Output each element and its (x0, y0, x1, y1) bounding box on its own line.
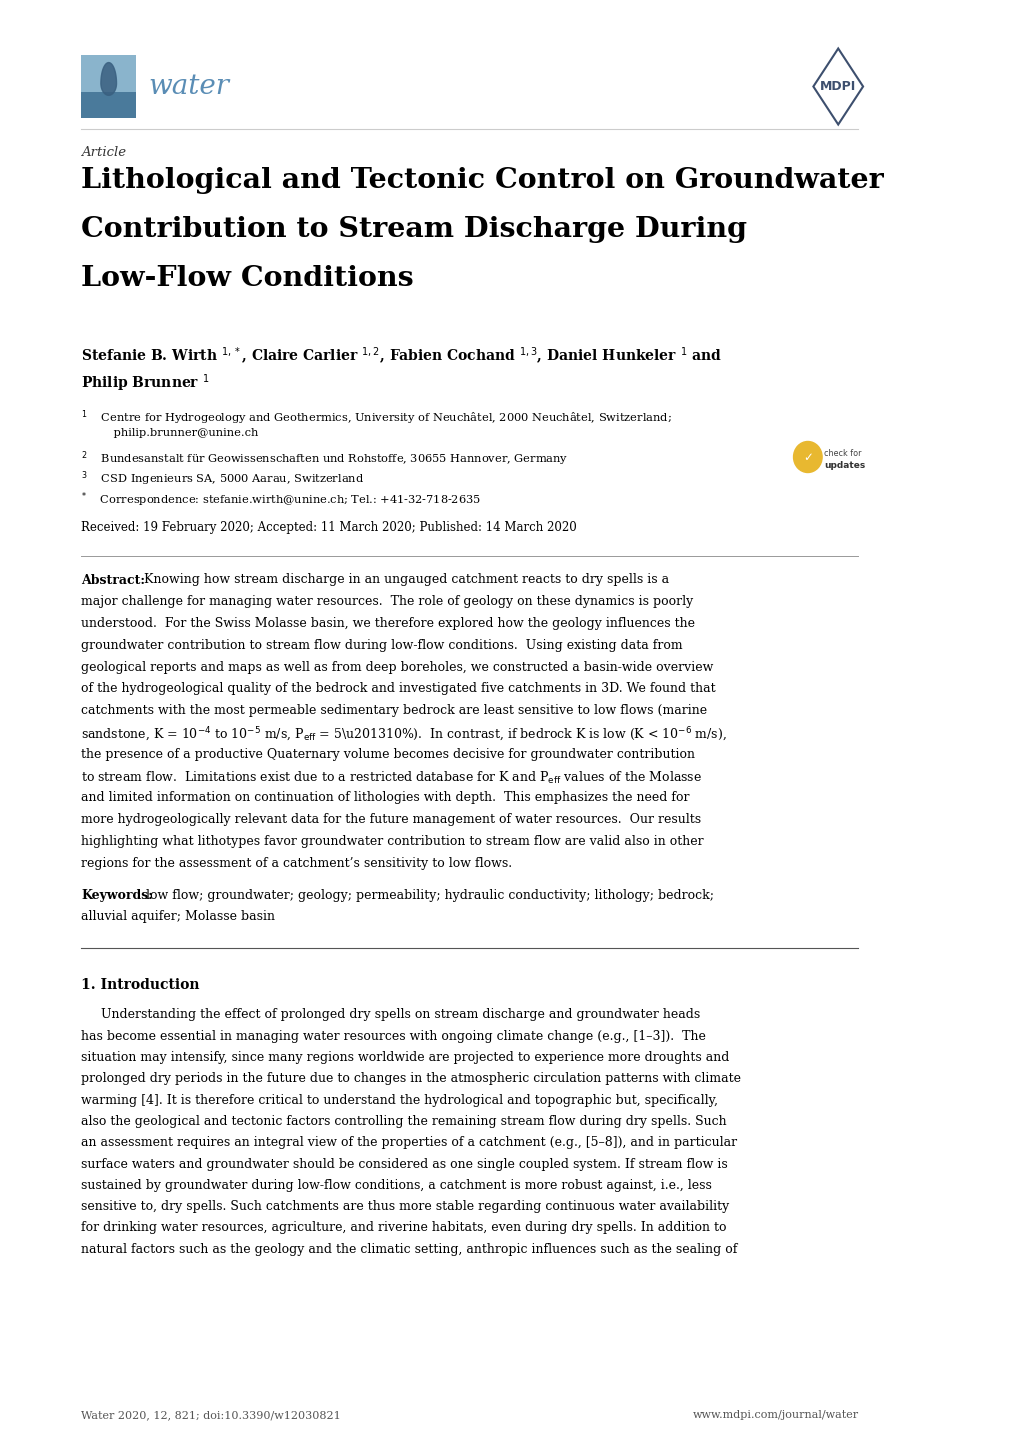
Text: warming [4]. It is therefore critical to understand the hydrological and topogra: warming [4]. It is therefore critical to… (81, 1093, 717, 1106)
Text: sensitive to, dry spells. Such catchments are thus more stable regarding continu: sensitive to, dry spells. Such catchment… (81, 1200, 729, 1213)
Text: Article: Article (81, 146, 126, 159)
Text: 1. Introduction: 1. Introduction (81, 979, 200, 992)
Text: situation may intensify, since many regions worldwide are projected to experienc: situation may intensify, since many regi… (81, 1051, 729, 1064)
Text: Keywords:: Keywords: (81, 888, 153, 901)
Text: Received: 19 February 2020; Accepted: 11 March 2020; Published: 14 March 2020: Received: 19 February 2020; Accepted: 11… (81, 521, 576, 534)
Text: and limited information on continuation of lithologies with depth.  This emphasi: and limited information on continuation … (81, 792, 689, 805)
Text: Contribution to Stream Discharge During: Contribution to Stream Discharge During (81, 216, 746, 244)
Text: updates: updates (823, 461, 865, 470)
Text: understood.  For the Swiss Molasse basin, we therefore explored how the geology : understood. For the Swiss Molasse basin,… (81, 617, 694, 630)
FancyBboxPatch shape (81, 91, 137, 118)
Text: prolonged dry periods in the future due to changes in the atmospheric circulatio: prolonged dry periods in the future due … (81, 1073, 741, 1086)
Text: highlighting what lithotypes favor groundwater contribution to stream flow are v: highlighting what lithotypes favor groun… (81, 835, 703, 848)
Text: of the hydrogeological quality of the bedrock and investigated five catchments i: of the hydrogeological quality of the be… (81, 682, 715, 695)
Text: Abstract:: Abstract: (81, 574, 145, 587)
Text: to stream flow.  Limitations exist due to a restricted database for K and P$_{\m: to stream flow. Limitations exist due to… (81, 770, 701, 786)
Text: natural factors such as the geology and the climatic setting, anthropic influenc: natural factors such as the geology and … (81, 1243, 737, 1256)
Text: regions for the assessment of a catchment’s sensitivity to low flows.: regions for the assessment of a catchmen… (81, 857, 512, 870)
Text: sandstone, K = 10$^{-4}$ to 10$^{-5}$ m/s, P$_{\mathrm{eff}}$ = 5\u201310%).  In: sandstone, K = 10$^{-4}$ to 10$^{-5}$ m/… (81, 727, 727, 744)
Text: Low-Flow Conditions: Low-Flow Conditions (81, 265, 414, 291)
Text: $^{*}$    Correspondence: stefanie.wirth@unine.ch; Tel.: +41-32-718-2635: $^{*}$ Correspondence: stefanie.wirth@un… (81, 490, 481, 509)
Text: more hydrogeologically relevant data for the future management of water resource: more hydrogeologically relevant data for… (81, 813, 700, 826)
Text: low flow; groundwater; geology; permeability; hydraulic conductivity; lithology;: low flow; groundwater; geology; permeabi… (146, 888, 713, 901)
Text: check for: check for (823, 448, 861, 459)
Text: for drinking water resources, agriculture, and riverine habitats, even during dr: for drinking water resources, agricultur… (81, 1221, 726, 1234)
Text: has become essential in managing water resources with ongoing climate change (e.: has become essential in managing water r… (81, 1030, 705, 1043)
Text: $^{1}$    Centre for Hydrogeology and Geothermics, University of Neuchâtel, 2000: $^{1}$ Centre for Hydrogeology and Geoth… (81, 408, 672, 427)
Text: MDPI: MDPI (819, 79, 856, 92)
Text: also the geological and tectonic factors controlling the remaining stream flow d: also the geological and tectonic factors… (81, 1115, 726, 1128)
Text: Stefanie B. Wirth $^{1,*}$, Claire Carlier $^{1,2}$, Fabien Cochand $^{1,3}$, Da: Stefanie B. Wirth $^{1,*}$, Claire Carli… (81, 346, 721, 368)
Text: alluvial aquifer; Molasse basin: alluvial aquifer; Molasse basin (81, 910, 275, 923)
Text: Lithological and Tectonic Control on Groundwater: Lithological and Tectonic Control on Gro… (81, 167, 882, 195)
Text: Philip Brunner $^{1}$: Philip Brunner $^{1}$ (81, 372, 209, 394)
Text: catchments with the most permeable sedimentary bedrock are least sensitive to lo: catchments with the most permeable sedim… (81, 704, 706, 717)
Text: major challenge for managing water resources.  The role of geology on these dyna: major challenge for managing water resou… (81, 596, 693, 609)
Text: philip.brunner@unine.ch: philip.brunner@unine.ch (81, 428, 258, 438)
Text: groundwater contribution to stream flow during low-flow conditions.  Using exist: groundwater contribution to stream flow … (81, 639, 682, 652)
Text: an assessment requires an integral view of the properties of a catchment (e.g., : an assessment requires an integral view … (81, 1136, 737, 1149)
Text: geological reports and maps as well as from deep boreholes, we constructed a bas: geological reports and maps as well as f… (81, 660, 712, 673)
Text: water: water (148, 74, 229, 99)
Text: the presence of a productive Quaternary volume becomes decisive for groundwater : the presence of a productive Quaternary … (81, 748, 694, 761)
Text: ✓: ✓ (802, 450, 812, 463)
Text: surface waters and groundwater should be considered as one single coupled system: surface waters and groundwater should be… (81, 1158, 728, 1171)
FancyBboxPatch shape (81, 55, 137, 92)
Text: sustained by groundwater during low-flow conditions, a catchment is more robust : sustained by groundwater during low-flow… (81, 1180, 711, 1193)
Text: www.mdpi.com/journal/water: www.mdpi.com/journal/water (692, 1410, 858, 1420)
Polygon shape (101, 62, 116, 95)
Circle shape (793, 441, 821, 473)
Text: $^{3}$    CSD Ingenieurs SA, 5000 Aarau, Switzerland: $^{3}$ CSD Ingenieurs SA, 5000 Aarau, Sw… (81, 470, 364, 487)
Text: $^{2}$    Bundesanstalt für Geowissenschaften und Rohstoffe, 30655 Hannover, Ger: $^{2}$ Bundesanstalt für Geowissenschaft… (81, 448, 568, 467)
Text: Water 2020, 12, 821; doi:10.3390/w12030821: Water 2020, 12, 821; doi:10.3390/w120308… (81, 1410, 340, 1420)
Text: Knowing how stream discharge in an ungauged catchment reacts to dry spells is a: Knowing how stream discharge in an ungau… (144, 574, 668, 587)
Text: Understanding the effect of prolonged dry spells on stream discharge and groundw: Understanding the effect of prolonged dr… (81, 1008, 700, 1021)
